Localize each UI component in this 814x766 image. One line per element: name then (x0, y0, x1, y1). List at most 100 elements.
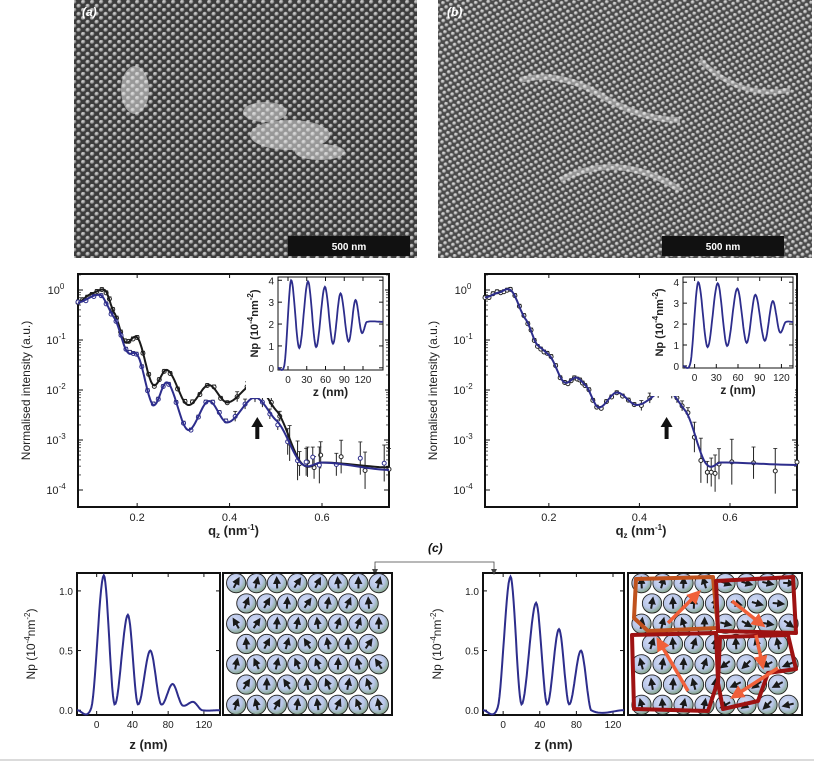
panel-label-c: (c) (428, 541, 443, 555)
moment-arrow-icon (375, 697, 383, 711)
np-profile-c2-chart: 0 40 80 120 0.0 0.5 1.0 Np (10-4nm-2) z (nm) (429, 572, 625, 752)
tick-base: 10 (46, 435, 58, 447)
data-point (698, 458, 704, 464)
moment-arrow-icon (700, 657, 709, 670)
moment-arrow-icon (303, 637, 312, 650)
moment-arrow-icon (293, 697, 302, 711)
data-point (712, 470, 718, 476)
moment-arrow-icon (762, 619, 775, 628)
tick-base: 10 (455, 285, 467, 297)
moment-arrow-icon (364, 638, 373, 649)
x-tick-label: 120 (355, 375, 372, 386)
tick-base: 10 (46, 385, 58, 397)
moment-arrow-icon (781, 700, 794, 709)
x-axis-label: qz (nm-1) (208, 523, 259, 540)
moment-arrow-icon (314, 657, 322, 670)
tick-exponent: -3 (466, 432, 474, 441)
data-point (794, 459, 800, 465)
y-tick-label: 100 (48, 282, 65, 297)
data-point (708, 469, 714, 475)
x-tick-label: 0 (692, 373, 698, 384)
moment-arrow-icon (648, 677, 657, 690)
y-tick-label: 1 (268, 342, 274, 353)
moment-arrow-icon (334, 616, 342, 630)
moment-arrow-icon (232, 697, 240, 711)
y-axis-label: Np (10-4nm-2) (651, 288, 666, 356)
moment-arrow-icon (272, 657, 281, 670)
moment-arrow-icon (313, 697, 322, 711)
x-tick-label: 0 (500, 720, 506, 731)
x-tick-label: 60 (320, 375, 332, 386)
data-point (338, 454, 344, 460)
x-tick-label: 0.6 (314, 512, 329, 524)
moment-arrow-icon (324, 636, 332, 650)
moment-arrow-icon (732, 636, 741, 650)
tick-exponent: -1 (466, 332, 474, 341)
moment-arrow-icon (232, 576, 240, 589)
tick-exponent: 0 (60, 282, 65, 291)
moment-arrow-icon (323, 596, 332, 609)
x-tick-label: 120 (605, 720, 622, 731)
moment-arrow-icon (772, 599, 786, 608)
x-tick-label: 60 (732, 373, 744, 384)
tick-exponent: -2 (466, 382, 474, 391)
moment-arrow-icon (232, 617, 241, 629)
domain-magnetisation-arrow-icon (730, 599, 766, 628)
x-axis-label: z (nm) (720, 383, 755, 397)
y-tick-label: 10-1 (453, 332, 473, 347)
moment-arrow-icon (334, 698, 342, 711)
scale-bar-label-b: 500 nm (706, 242, 741, 253)
x-tick-label: 0.4 (222, 512, 237, 524)
moment-arrow-icon (762, 700, 772, 710)
x-tick-label: 30 (301, 375, 313, 386)
moment-arrow-icon (719, 660, 731, 669)
x-tick-label: 120 (773, 373, 790, 384)
tick-base: 10 (453, 435, 465, 447)
series-line-0 (484, 288, 798, 468)
domain-boundary (630, 631, 720, 713)
np-profile-c1-chart: 0 40 80 120 0.0 0.5 1.0 Np (10-4nm-2) z (nm) (23, 572, 221, 752)
y-tick-label: 1.0 (59, 587, 73, 598)
domain-lattice-diagram (627, 572, 803, 716)
panel-label-a: (a) (82, 5, 97, 19)
annotation-arrow-icon (660, 417, 673, 439)
panel-label-b: (b) (447, 5, 462, 19)
moment-arrow-icon (293, 616, 302, 630)
series-line-0 (76, 573, 220, 716)
sem-image-b: (b) 500 nm (438, 0, 812, 258)
domain-magnetisation-arrow-icon (730, 666, 779, 699)
bracket-connector (372, 561, 497, 575)
y-tick-label: 0.5 (465, 647, 479, 658)
tick-base: 10 (453, 485, 465, 497)
x-tick-label: 40 (534, 720, 546, 731)
moment-arrow-icon (313, 616, 322, 630)
y-tick-label: 100 (455, 282, 472, 297)
moment-arrow-icon (272, 616, 281, 630)
moment-arrow-icon (253, 657, 261, 670)
moment-arrow-icon (689, 637, 698, 650)
moment-arrow-icon (283, 637, 291, 650)
moment-arrow-icon (242, 596, 250, 609)
series-line-0 (277, 278, 384, 371)
x-axis-label: z (nm) (534, 737, 572, 752)
x-tick-label: 120 (196, 720, 213, 731)
moment-arrow-icon (771, 680, 784, 688)
moment-arrow-icon (313, 576, 321, 589)
moment-arrow-icon (242, 636, 251, 650)
y-tick-label: 3 (268, 298, 274, 309)
moment-arrow-icon (344, 677, 353, 690)
y-tick-label: 0 (673, 362, 679, 373)
tick-exponent: -2 (59, 382, 67, 391)
x-axis-label: z (nm) (129, 737, 167, 752)
scale-bar-label-a: 500 nm (332, 242, 367, 253)
domain-boundary (716, 633, 798, 711)
moment-arrow-icon (262, 597, 271, 609)
y-tick-label: 2 (673, 320, 679, 331)
x-axis-label: z (nm) (313, 385, 348, 399)
moment-arrow-icon (762, 579, 775, 587)
particle-aggregates (121, 66, 345, 160)
domain-magnetisation-arrow-icon (666, 590, 701, 625)
x-tick-label: 0.4 (632, 512, 647, 524)
tick-base: 10 (48, 285, 60, 297)
